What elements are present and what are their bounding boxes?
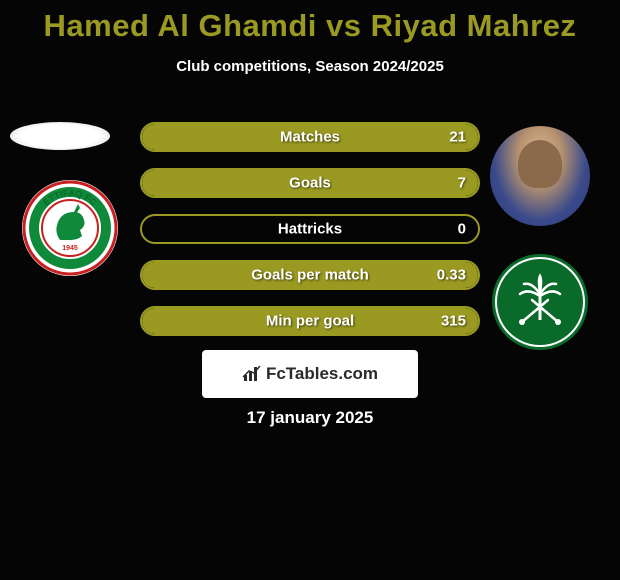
stat-bar: Goals per match 0.33 <box>140 260 480 290</box>
svg-text:1945: 1945 <box>62 245 78 252</box>
stat-bar: Hattricks 0 <box>140 214 480 244</box>
page-title: Hamed Al Ghamdi vs Riyad Mahrez <box>0 0 620 44</box>
stat-bar-label: Matches <box>280 129 340 146</box>
player-right-avatar <box>490 126 590 226</box>
brand-text: FcTables.com <box>266 364 378 384</box>
date-label: 17 january 2025 <box>247 408 374 428</box>
stat-bar: Goals 7 <box>140 168 480 198</box>
stat-bar-value: 7 <box>458 175 466 192</box>
stat-bar-value: 0.33 <box>437 267 466 284</box>
stat-bar: Matches 21 <box>140 122 480 152</box>
stat-bar-label: Goals <box>289 175 331 192</box>
subtitle: Club competitions, Season 2024/2025 <box>0 58 620 75</box>
club-logo-left: ETTIFAQ FC 1945 <box>20 178 120 278</box>
stat-bar-value: 0 <box>458 221 466 238</box>
bar-chart-icon <box>242 365 262 383</box>
comparison-bars: Matches 21 Goals 7 Hattricks 0 Goals per match… <box>140 122 480 352</box>
stat-bar-label: Goals per match <box>251 267 369 284</box>
stat-bar: Min per goal 315 <box>140 306 480 336</box>
stat-bar-label: Hattricks <box>278 221 342 238</box>
stat-bar-label: Min per goal <box>266 313 354 330</box>
player-left-avatar <box>10 122 110 150</box>
stat-bar-value: 21 <box>449 129 466 146</box>
stat-bar-value: 315 <box>441 313 466 330</box>
club-logo-right <box>490 252 590 352</box>
brand-logo: FcTables.com <box>202 350 418 398</box>
